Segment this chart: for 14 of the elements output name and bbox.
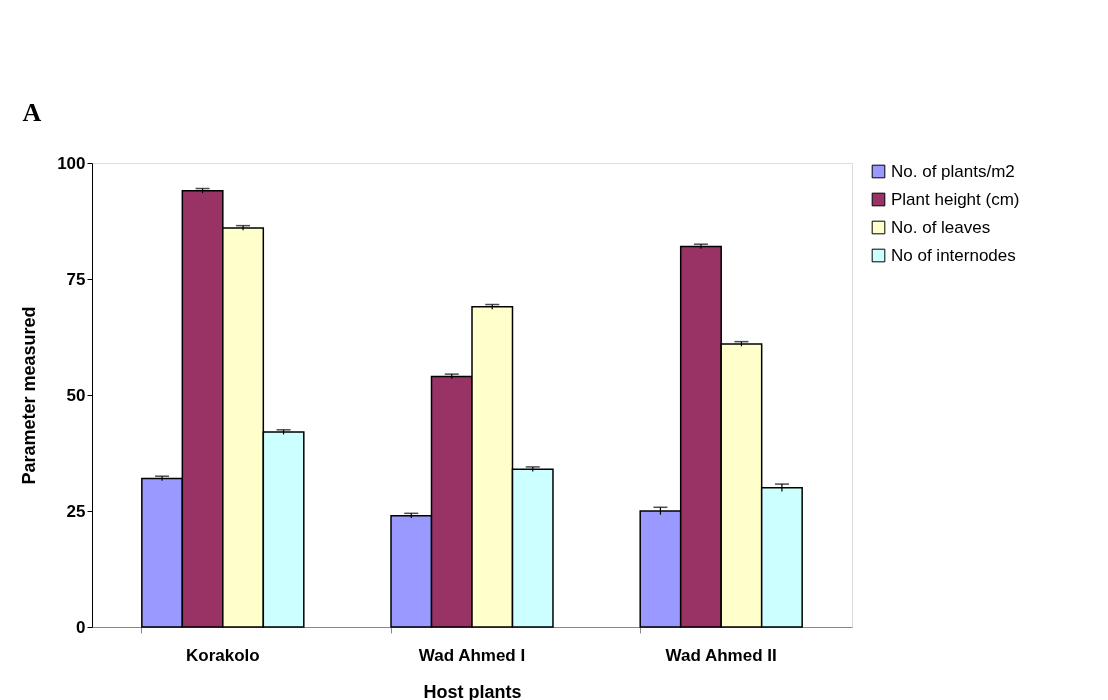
y-axis-title: Parameter measured bbox=[19, 306, 40, 485]
legend-label: No. of plants/m2 bbox=[891, 161, 1015, 181]
x-tick-label: Korakolo bbox=[185, 645, 260, 665]
text: A bbox=[22, 98, 42, 127]
y-tick-label: 100 bbox=[57, 153, 86, 173]
x-tick-label: Wad Ahmed I bbox=[418, 645, 526, 665]
x-tick-label: Wad Ahmed II bbox=[665, 645, 777, 665]
y-tick-label: 25 bbox=[66, 501, 86, 521]
y-tick-label: 50 bbox=[66, 385, 86, 405]
legend-label: No. of leaves bbox=[891, 217, 991, 237]
y-tick-label: 0 bbox=[76, 617, 86, 637]
legend-label: Plant height (cm) bbox=[891, 189, 1020, 209]
y-tick-label: 75 bbox=[66, 269, 86, 289]
legend-label: No of internodes bbox=[891, 245, 1016, 265]
